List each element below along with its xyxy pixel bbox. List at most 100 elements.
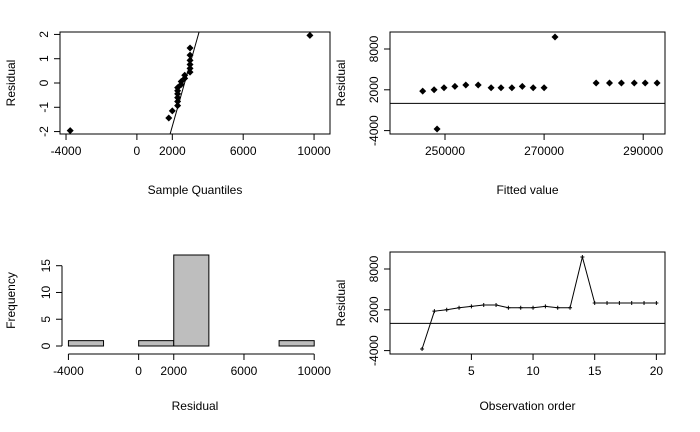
x-tick-label: 290000 — [623, 144, 663, 158]
bar — [278, 340, 315, 347]
x-tick-label: -4000 — [53, 364, 84, 378]
y-tick-label: -4000 — [367, 335, 381, 366]
point — [568, 305, 573, 310]
point — [606, 79, 614, 87]
y-tick-label: 15 — [39, 259, 53, 273]
y-axis-title: Residual — [334, 280, 348, 327]
point — [540, 84, 548, 92]
y-tick-label: -1 — [37, 102, 51, 113]
point — [580, 254, 585, 259]
point — [420, 347, 425, 352]
point — [433, 125, 441, 133]
point — [186, 51, 194, 59]
point — [555, 305, 560, 310]
point — [654, 301, 659, 305]
y-tick-label: -4000 — [367, 115, 381, 146]
x-axis-title: Observation order — [479, 399, 575, 413]
x-tick-label: 10000 — [297, 144, 331, 158]
point — [66, 127, 74, 135]
point — [653, 79, 661, 87]
x-tick-label: 10000 — [298, 364, 332, 378]
point — [592, 79, 600, 87]
point — [551, 33, 559, 41]
y-tick-label: 8000 — [367, 255, 381, 282]
point — [506, 305, 511, 310]
point — [186, 68, 194, 76]
point — [440, 84, 448, 92]
point — [419, 87, 427, 95]
point — [444, 307, 449, 312]
point — [186, 64, 194, 72]
point — [174, 97, 182, 105]
point — [629, 301, 634, 305]
x-tick-label: -4000 — [51, 144, 82, 158]
point — [617, 301, 622, 305]
x-tick-label: 6000 — [230, 144, 257, 158]
point — [497, 84, 505, 92]
y-tick-label: -2 — [37, 126, 51, 137]
x-tick-label: 6000 — [231, 364, 258, 378]
point — [617, 79, 625, 87]
x-axis-title: Sample Quantiles — [148, 183, 243, 197]
point — [186, 44, 194, 52]
point — [186, 56, 194, 64]
point — [174, 94, 182, 102]
x-tick-label: 0 — [134, 144, 141, 158]
point — [630, 79, 638, 87]
point — [642, 301, 647, 305]
point — [543, 304, 548, 309]
y-tick-label: 10 — [39, 285, 53, 299]
point — [306, 31, 314, 39]
point — [518, 82, 526, 90]
x-axis-title: Residual — [172, 399, 219, 413]
x-tick-label: 20 — [650, 364, 664, 378]
point — [508, 84, 516, 92]
point — [592, 301, 597, 305]
y-axis-title: Frequency — [4, 272, 18, 329]
point — [481, 303, 486, 308]
point — [430, 86, 438, 94]
x-tick-label: 10 — [526, 364, 540, 378]
point — [174, 102, 182, 110]
point — [487, 84, 495, 92]
point — [168, 107, 176, 115]
y-tick-label: 1 — [37, 55, 51, 62]
y-axis-title: Residual — [334, 60, 348, 107]
y-tick-label: 5 — [39, 316, 53, 323]
y-axis-title: Residual — [4, 60, 18, 107]
y-tick-label: 0 — [37, 79, 51, 86]
point — [469, 304, 474, 309]
y-tick-label: 8000 — [367, 35, 381, 62]
point — [181, 71, 189, 79]
y-tick-label: 0 — [39, 342, 53, 349]
x-tick-label: 2000 — [160, 364, 187, 378]
point — [494, 303, 499, 308]
x-tick-label: 250000 — [425, 144, 465, 158]
y-tick-label: 2 — [37, 31, 51, 38]
point — [529, 84, 537, 92]
point — [457, 305, 462, 310]
point — [605, 301, 610, 305]
point — [451, 82, 459, 90]
x-tick-label: 15 — [588, 364, 602, 378]
point — [462, 81, 470, 89]
qq-line — [169, 31, 200, 135]
point — [518, 305, 523, 310]
bar — [138, 340, 175, 347]
series-line — [421, 256, 657, 350]
x-tick-label: 5 — [468, 364, 475, 378]
x-tick-label: 2000 — [159, 144, 186, 158]
point — [165, 114, 173, 122]
y-tick-label: 2000 — [367, 296, 381, 323]
bar — [67, 340, 105, 347]
point — [531, 305, 536, 310]
point — [432, 309, 437, 314]
y-tick-label: 2000 — [367, 76, 381, 103]
bar — [173, 254, 210, 347]
point — [186, 61, 194, 69]
x-tick-label: 0 — [135, 364, 142, 378]
point — [641, 79, 649, 87]
x-tick-label: 270000 — [524, 144, 564, 158]
x-axis-title: Fitted value — [496, 183, 558, 197]
